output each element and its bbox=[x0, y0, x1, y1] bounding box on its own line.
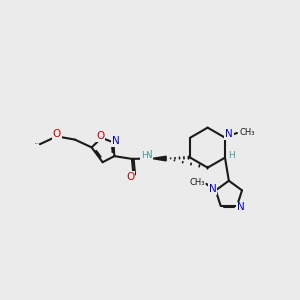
Text: N: N bbox=[112, 136, 120, 146]
Text: N: N bbox=[225, 129, 233, 139]
Text: CH₃: CH₃ bbox=[239, 128, 255, 137]
Text: O: O bbox=[126, 172, 134, 182]
Text: N: N bbox=[145, 150, 153, 160]
Text: O: O bbox=[52, 129, 61, 139]
Text: N: N bbox=[237, 202, 245, 212]
Text: N: N bbox=[209, 184, 217, 194]
Text: H: H bbox=[141, 151, 148, 160]
Text: CH₃: CH₃ bbox=[189, 178, 205, 187]
Text: methoxy: methoxy bbox=[34, 143, 41, 144]
Polygon shape bbox=[152, 156, 166, 161]
Text: H: H bbox=[229, 151, 235, 160]
Text: O: O bbox=[96, 131, 104, 141]
